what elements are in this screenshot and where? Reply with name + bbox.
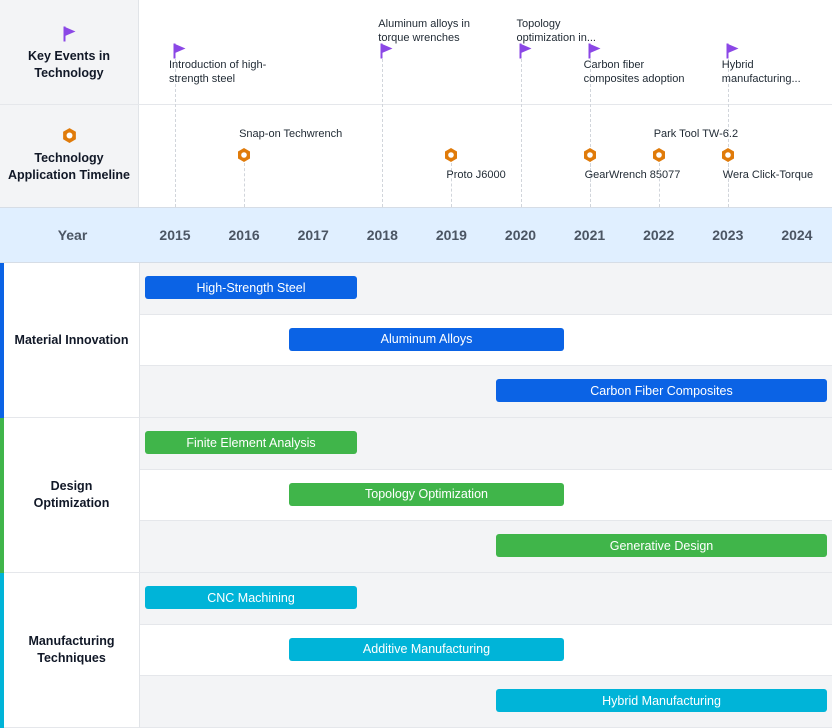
gantt-bar: Carbon Fiber Composites: [496, 379, 827, 403]
application-guide-line: [451, 163, 453, 207]
application-label: Proto J6000: [446, 169, 506, 181]
year-axis: 2015 2016 2017 2018 2019 2020 2021 2022 2023 2024: [0, 227, 832, 247]
flag-icon: [63, 26, 75, 42]
hexagon-icon: [652, 147, 666, 162]
flag-icon: [380, 43, 393, 59]
event-label: Carbon fiber composites adoption: [583, 59, 685, 85]
flag-icon: [519, 43, 532, 59]
event-guide-line: [382, 59, 384, 207]
year-tick-label: 2022: [643, 227, 675, 243]
year-tick-label: 2023: [712, 227, 744, 243]
application-guide-line: [727, 163, 729, 207]
year-tick-label: 2020: [504, 227, 537, 243]
hexagon-icon: [237, 147, 251, 162]
year-tick-label: 2017: [297, 227, 329, 243]
apps-row-title: Technology Application Timeline: [7, 151, 130, 182]
year-header-title: Year: [57, 227, 88, 243]
year-tick-label: 2016: [228, 227, 260, 243]
hexagon-icon: [721, 147, 735, 162]
application-label: Park Tool TW-6.2: [653, 128, 739, 140]
gantt-area: High-Strength Steel Aluminum Alloys Carbon…: [0, 263, 832, 728]
events-row-title: Key Events in Technology: [28, 49, 110, 80]
apps-row-header: Technology Application Timeline: [0, 104, 139, 207]
gantt-bar: Finite Element Analysis: [145, 431, 357, 454]
events-row-header: Key Events in Technology: [0, 0, 139, 104]
category-color-stripe: [0, 573, 4, 728]
category-color-stripe: [0, 418, 4, 573]
year-tick-label: 2018: [366, 227, 398, 243]
event-guide-line: [520, 59, 522, 207]
hexagon-icon: [62, 128, 76, 143]
flag-icon: [588, 43, 601, 59]
gantt-bar: Additive Manufacturing: [289, 637, 564, 661]
event-guide-line: [175, 59, 176, 207]
application-guide-line: [589, 163, 591, 207]
timeline-area: Introduction of high-strength steel Alumi…: [140, 0, 832, 207]
gantt-bar: High-Strength Steel: [145, 276, 357, 299]
year-header-row: [0, 207, 832, 263]
year-tick-label: 2019: [435, 227, 467, 243]
year-tick-label: 2015: [159, 227, 191, 243]
category-label: Material Innovation: [4, 263, 140, 418]
gantt-bar: CNC Machining: [145, 586, 357, 609]
application-label: Snap-on Techwrench: [239, 128, 343, 140]
flag-icon: [173, 43, 186, 59]
event-guide-line: [727, 59, 729, 207]
event-guide-line: [589, 59, 591, 207]
gantt-bar: Aluminum Alloys: [289, 327, 564, 351]
application-guide-line: [244, 163, 246, 207]
event-label: Introduction of high-strength steel: [169, 59, 267, 85]
category-label: Design Optimization: [4, 418, 140, 573]
hexagon-icon: [444, 147, 458, 162]
gantt-bar: Hybrid Manufacturing: [496, 689, 827, 713]
gantt-bar: Generative Design: [496, 534, 827, 558]
event-label: Aluminum alloys in torque wrenches: [378, 18, 470, 44]
year-tick-label: 2021: [574, 227, 606, 243]
application-label: GearWrench 85077: [584, 169, 681, 181]
category-label: Manufacturing Techniques: [4, 573, 140, 728]
application-label: Wera Click-Torque: [722, 169, 814, 181]
flag-icon: [726, 43, 739, 59]
divider: [0, 104, 832, 105]
event-label: Hybrid manufacturing...: [721, 59, 801, 85]
event-label: Topology optimization in...: [516, 18, 596, 44]
hexagon-icon: [583, 147, 597, 162]
year-tick-label: 2024: [781, 227, 813, 243]
application-guide-line: [658, 163, 660, 207]
category-color-stripe: [0, 263, 4, 418]
gantt-bar: Topology Optimization: [289, 482, 564, 506]
